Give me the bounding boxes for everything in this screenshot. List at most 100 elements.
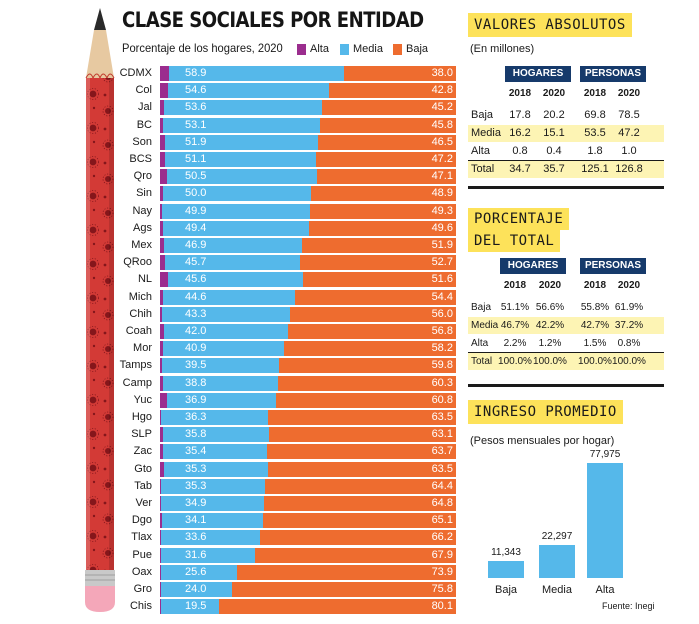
bar-segment-alta: [160, 100, 164, 116]
percentage-year-label: 2018: [583, 280, 607, 291]
bar-row: Tab 35.3 64.4: [0, 478, 460, 495]
percentage-hogares-header: HOGARES: [500, 258, 566, 274]
bar-segment-alta: [160, 461, 164, 477]
bar-segment-baja: [218, 599, 456, 615]
bar-segment-media: [163, 186, 312, 202]
percentage-table-cell: 56.6%: [535, 302, 565, 313]
absolute-table-cell: 69.8: [584, 109, 606, 121]
state-label: Mor: [133, 342, 152, 355]
percentage-title-line2: DEL TOTAL: [468, 230, 561, 252]
bar-segment-baja: [269, 427, 456, 443]
percentage-table-cell: 1.2%: [538, 338, 562, 349]
state-label: BCS: [129, 153, 152, 165]
percentage-table-cell: 55.8%: [580, 302, 610, 313]
bar-segment-baja: [294, 289, 456, 305]
legend-item-media: Media: [340, 42, 383, 56]
bar-label-baja: 63.5: [431, 462, 453, 475]
bar-label-media: 45.7: [185, 256, 207, 269]
bar-label-baja: 56.8: [431, 325, 453, 337]
bar-label-media: 40.9: [185, 342, 207, 355]
bar-segment-baja: [311, 186, 456, 202]
bar-segment-media: [169, 66, 344, 81]
bar-label-baja: 49.6: [431, 221, 453, 234]
bar-label-media: 51.1: [185, 153, 207, 165]
bar-row: NL 45.6 51.6: [0, 271, 460, 288]
bar-label-baja: 63.5: [431, 411, 453, 423]
bar-label-media: 54.6: [185, 84, 207, 97]
bar-label-baja: 64.4: [431, 479, 453, 492]
bar-segment-alta: [160, 289, 163, 305]
bar-label-baja: 63.1: [431, 428, 453, 441]
absolute-year-label: 2020: [617, 88, 641, 99]
bar-label-media: 36.3: [185, 411, 207, 423]
bar-segment-alta: [160, 478, 161, 494]
bar-label-baja: 49.3: [431, 204, 453, 217]
bar-label-media: 35.8: [185, 428, 207, 441]
bar-segment-alta: [160, 272, 169, 288]
bar-label-baja: 45.8: [431, 118, 453, 131]
bar-label-media: 25.6: [185, 565, 207, 578]
income-value-label: 77,975: [589, 448, 621, 460]
bar-segment-baja: [231, 582, 456, 597]
bar-segment-media: [166, 392, 277, 408]
bar-label-baja: 80.1: [431, 600, 453, 613]
absolute-table-cell: 16.2: [509, 127, 531, 139]
bar-segment-media: [163, 324, 288, 339]
source-note: Fuente: Inegi: [602, 601, 655, 611]
bar-segment-baja: [316, 152, 456, 167]
state-label: Zac: [133, 445, 152, 458]
income-bar-baja: [488, 561, 524, 578]
bar-label-media: 44.6: [185, 290, 207, 303]
bar-row: Tlax 33.6 66.2: [0, 529, 460, 546]
bar-label-baja: 42.8: [431, 84, 453, 97]
bar-segment-media: [163, 461, 269, 477]
bar-segment-alta: [160, 306, 163, 322]
bar-row: Camp 38.8 60.3: [0, 375, 460, 392]
chart-title: CLASE SOCIALES POR ENTIDAD: [122, 8, 424, 32]
bar-segment-baja: [268, 461, 456, 477]
bar-label-media: 34.1: [185, 514, 207, 527]
bar-row: Zac 35.4 63.7: [0, 443, 460, 460]
bar-segment-media: [162, 220, 310, 236]
state-label: Son: [132, 135, 152, 148]
bar-label-baja: 38.0: [431, 67, 453, 79]
legend-label-media: Media: [353, 43, 383, 55]
bar-segment-baja: [277, 375, 456, 391]
state-label: Ver: [135, 497, 152, 509]
state-label: NL: [137, 273, 152, 286]
absolute-personas-header: PERSONAS: [580, 66, 646, 82]
bar-row: Nay 49.9 49.3: [0, 203, 460, 220]
absolute-table-cell: 34.7: [509, 163, 531, 175]
percentage-table-row: Media 46.7% 42.2% 42.7% 37.2%: [468, 317, 664, 334]
bar-label-baja: 51.9: [431, 239, 453, 251]
percentage-table-cell: 46.7%: [500, 320, 530, 331]
legend-label-alta: Alta: [310, 43, 329, 55]
bar-segment-alta: [160, 169, 168, 185]
bar-segment-media: [161, 599, 219, 615]
bar-label-media: 19.5: [185, 600, 207, 613]
state-label: Camp: [122, 376, 152, 389]
bar-segment-baja: [260, 530, 456, 546]
state-label: Oax: [131, 565, 152, 578]
state-label: Mich: [128, 290, 152, 303]
bar-label-baja: 73.9: [431, 565, 453, 578]
percentage-table-row-label: Total: [471, 356, 493, 367]
state-label: Gto: [134, 462, 152, 475]
bar-segment-alta: [160, 547, 162, 563]
bar-segment-alta: [160, 513, 163, 529]
bar-label-baja: 58.2: [431, 342, 453, 355]
state-label: CDMX: [119, 67, 152, 79]
state-label: Tab: [134, 479, 152, 492]
bar-segment-media: [160, 530, 261, 546]
percentage-table-row-label: Media: [471, 320, 499, 331]
bar-label-media: 53.6: [185, 101, 207, 114]
bar-segment-media: [163, 427, 270, 443]
bar-label-baja: 52.7: [431, 256, 453, 269]
legend-item-alta: Alta: [297, 42, 329, 56]
absolute-table-rule: [468, 160, 664, 161]
bar-label-media: 34.9: [185, 497, 207, 509]
bar-segment-media: [167, 83, 330, 99]
bar-segment-media: [165, 152, 317, 167]
bar-label-media: 50.0: [185, 187, 207, 200]
absolute-table-cell: 1.8: [587, 145, 603, 157]
